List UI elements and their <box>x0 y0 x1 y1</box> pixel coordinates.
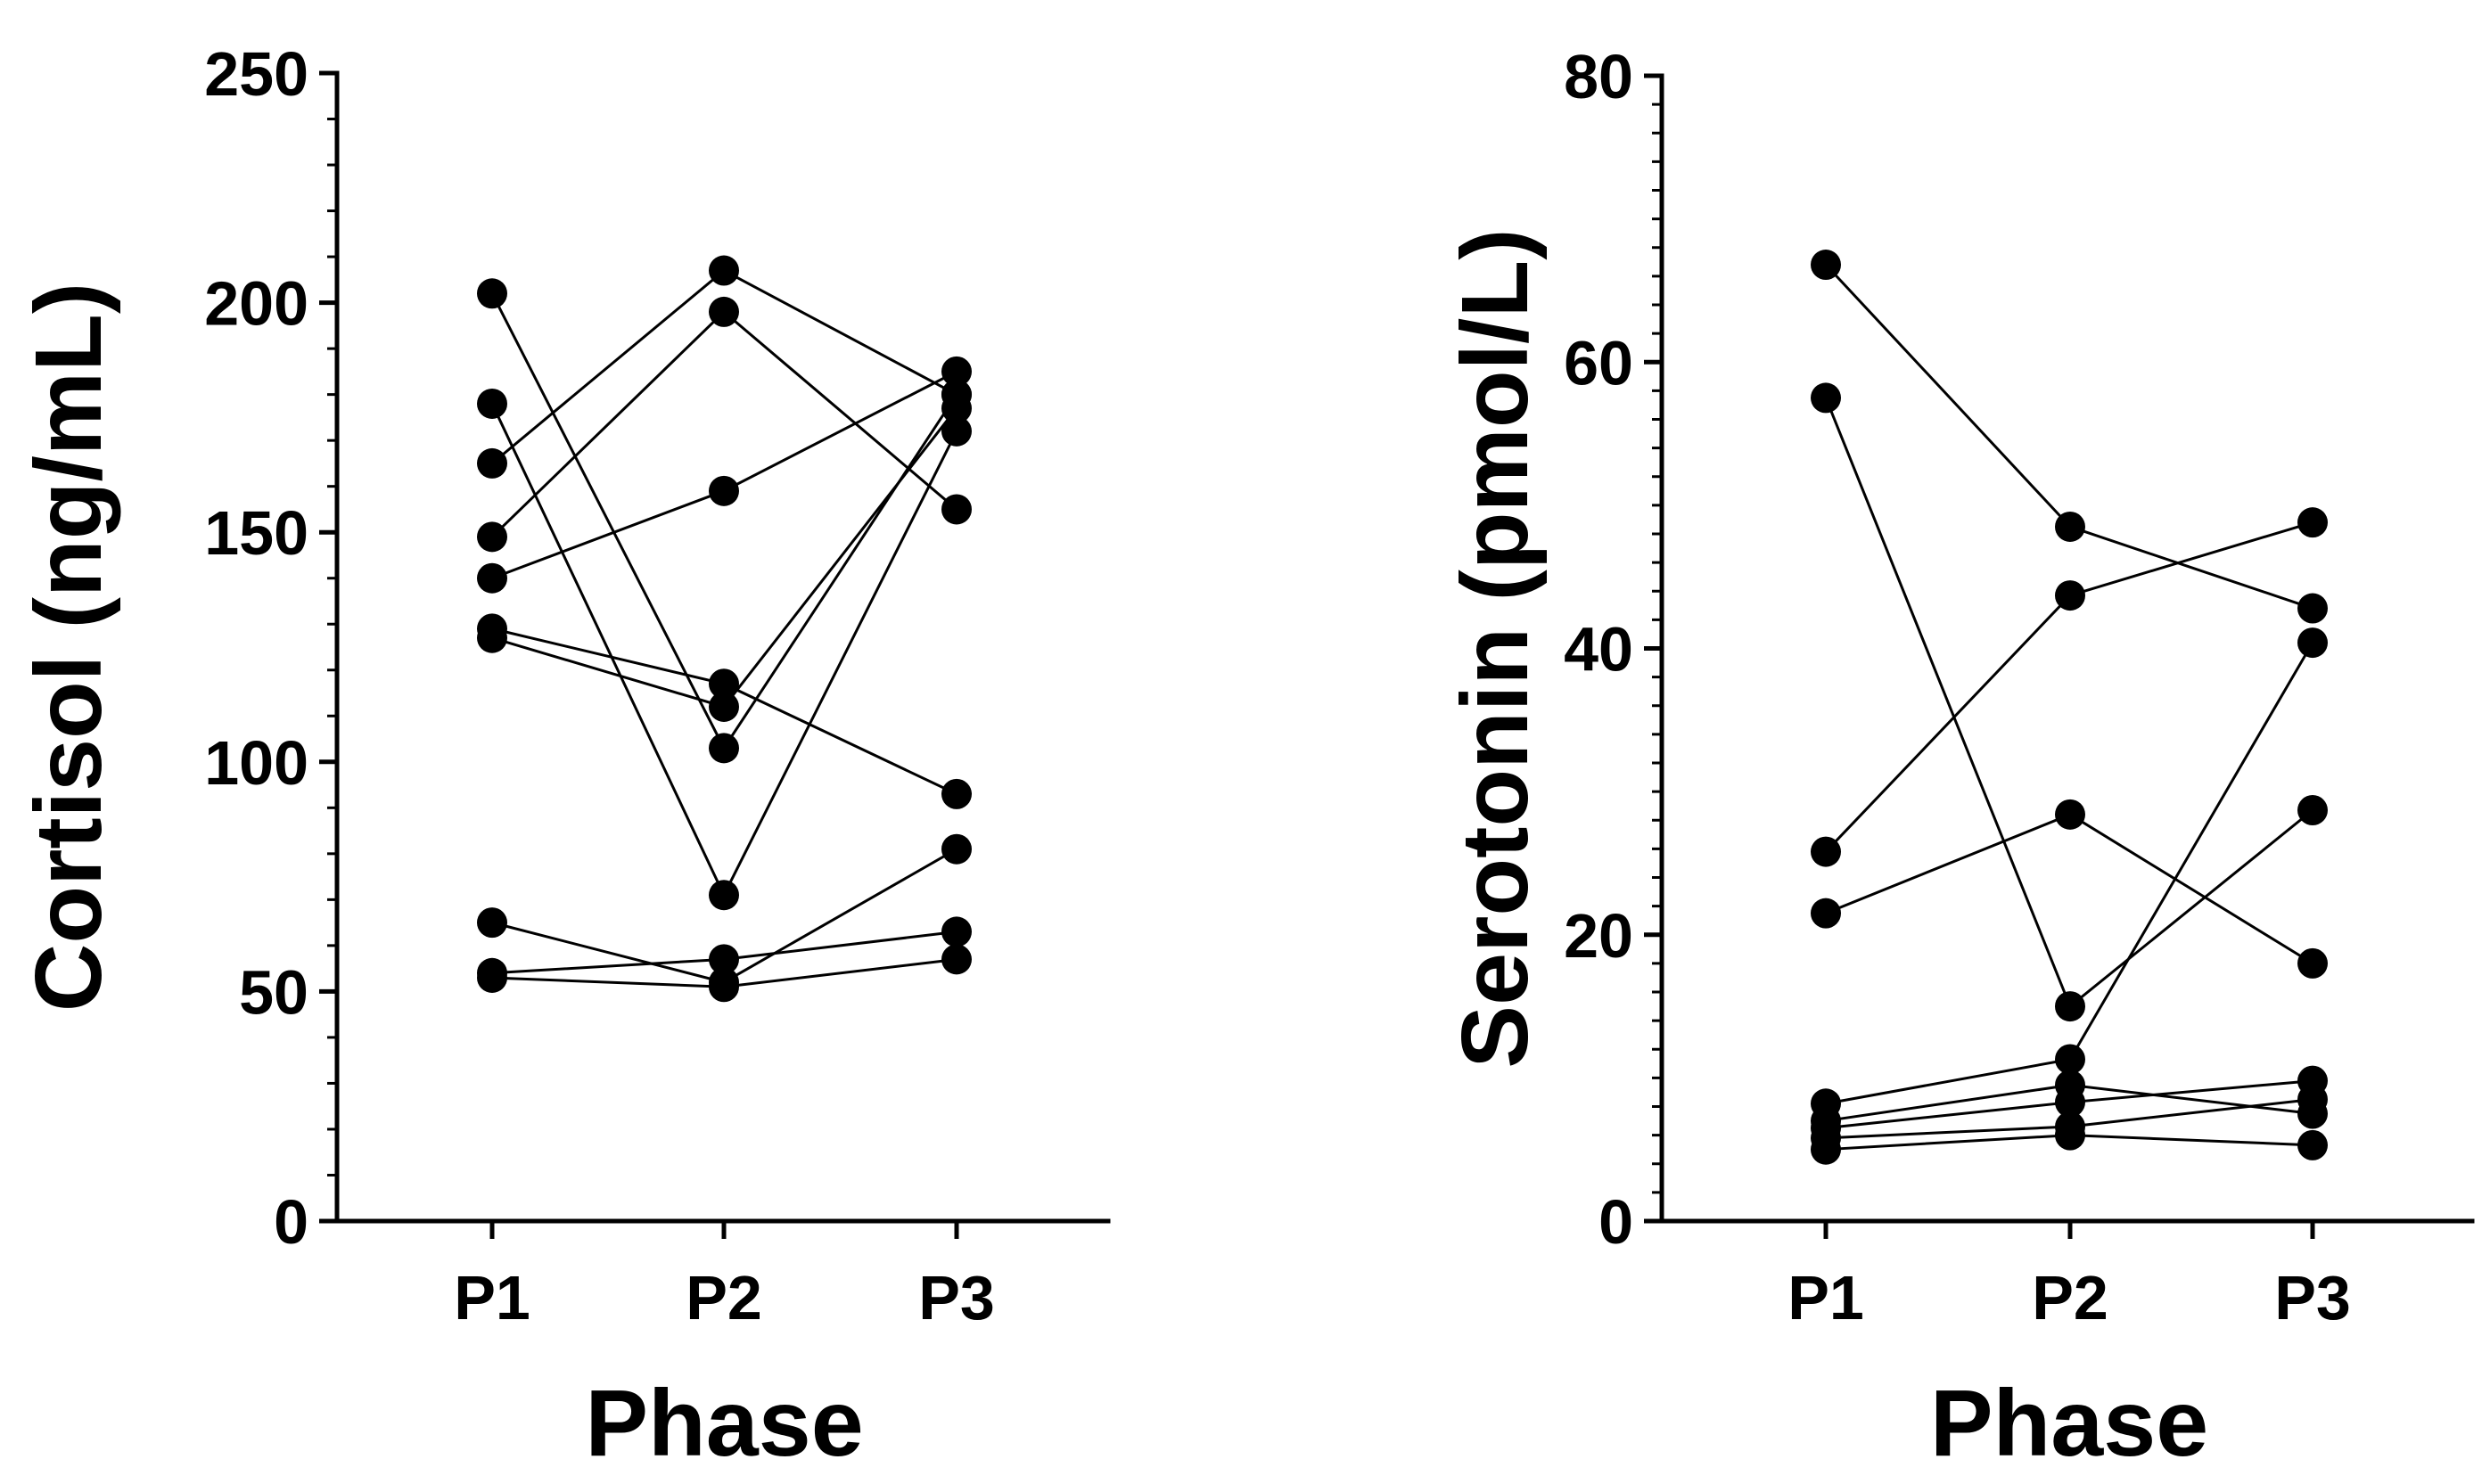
cortisol-subject-7-point-p1 <box>477 622 507 653</box>
serotonin-subject-9-point-p3 <box>2297 1129 2328 1160</box>
cortisol-subject-5-point-p3 <box>941 356 972 387</box>
serotonin-subject-1-line <box>1824 264 2313 610</box>
x-axis-title: Phase <box>585 1371 863 1476</box>
y-tick-label: 40 <box>1564 615 1633 685</box>
serotonin-chart: 0 20 40 60 80 P1 P2 P3 Phase Serotonin (pmol/L) <box>1442 42 2475 1476</box>
serotonin-subject-2-point-p3 <box>2297 795 2328 826</box>
y-tick-label: 0 <box>274 1187 308 1257</box>
y-axis-title: Serotonin (pmol/L) <box>1442 228 1548 1068</box>
x-tick-label-p3: P3 <box>918 1263 995 1332</box>
y-tick-label: 20 <box>1564 901 1633 971</box>
y-tick-label: 50 <box>239 957 308 1027</box>
serotonin-subject-4-line <box>1825 813 2313 965</box>
serotonin-subject-4-point-p3 <box>2297 947 2328 979</box>
y-tick-label: 150 <box>204 498 308 568</box>
cortisol-subject-2-point-p1 <box>477 388 507 419</box>
y-tick-label: 0 <box>1598 1187 1633 1257</box>
serotonin-subject-4-point-p2 <box>2055 799 2085 830</box>
cortisol-subject-4-point-p1 <box>477 521 507 553</box>
x-tick-label-p1: P1 <box>1787 1263 1864 1332</box>
y-tick-label: 250 <box>204 39 308 109</box>
cortisol-chart: 0 50 100 150 200 250 P1 P2 P3 Phase Cortisol (ng/m… <box>16 39 1111 1476</box>
serotonin-subject-2-point-p1 <box>1811 382 1841 414</box>
serotonin-subject-3-point-p2 <box>2055 580 2085 611</box>
cortisol-subject-2-point-p2 <box>709 880 739 911</box>
serotonin-subject-1-point-p1 <box>1811 250 1841 281</box>
x-tick-label-p3: P3 <box>2274 1263 2351 1332</box>
cortisol-subject-7-line <box>491 407 958 709</box>
serotonin-subject-5-point-p2 <box>2055 1044 2085 1075</box>
serotonin-subject-5-line <box>1825 642 2314 1105</box>
serotonin-subject-1-point-p3 <box>2297 593 2328 624</box>
y-tick-label: 100 <box>204 728 308 798</box>
serotonin-subject-9-point-p2 <box>2055 1119 2085 1151</box>
serotonin-subject-8-point-p3 <box>2297 1084 2328 1115</box>
cortisol-subject-4-point-p3 <box>941 494 972 525</box>
cortisol-subject-3-point-p1 <box>477 447 507 479</box>
x-axis-title: Phase <box>1930 1371 2208 1476</box>
cortisol-subject-9-point-p2 <box>709 944 739 975</box>
cortisol-subject-1-point-p1 <box>477 278 507 309</box>
cortisol-subject-5-line <box>491 370 957 580</box>
serotonin-subject-1-point-p2 <box>2055 511 2085 542</box>
serotonin-subject-3-point-p1 <box>1811 836 1841 867</box>
cortisol-subject-1-point-p2 <box>709 733 739 764</box>
cortisol-subject-10-point-p2 <box>709 972 739 1003</box>
x-tick-label-p2: P2 <box>686 1263 762 1332</box>
cortisol-subject-5-point-p2 <box>709 475 739 506</box>
serotonin-subject-2-point-p2 <box>2055 991 2085 1022</box>
serotonin-subject-5-point-p3 <box>2297 627 2328 659</box>
cortisol-subject-8-point-p1 <box>477 907 507 939</box>
cortisol-subject-4-point-p2 <box>709 296 739 327</box>
cortisol-subject-9-point-p3 <box>941 916 972 947</box>
cortisol-subject-7-point-p3 <box>941 393 972 424</box>
serotonin-subject-4-point-p1 <box>1811 898 1841 929</box>
cortisol-subject-6-point-p3 <box>941 778 972 809</box>
serotonin-subject-3-point-p3 <box>2297 507 2328 538</box>
y-axis-title: Cortisol (ng/mL) <box>16 283 121 1012</box>
y-tick-label: 80 <box>1564 42 1633 111</box>
cortisol-subject-2-point-p3 <box>941 415 972 447</box>
x-tick-label-p1: P1 <box>454 1263 530 1332</box>
cortisol-subject-7-point-p2 <box>709 691 739 722</box>
y-tick-label: 60 <box>1564 328 1633 398</box>
cortisol-subject-10-point-p3 <box>941 944 972 975</box>
cortisol-subject-10-point-p1 <box>477 962 507 993</box>
serotonin-subject-7-point-p2 <box>2055 1086 2085 1118</box>
cortisol-subject-5-point-p1 <box>477 562 507 594</box>
cortisol-subject-6-point-p2 <box>709 668 739 700</box>
x-tick-label-p2: P2 <box>2032 1263 2108 1332</box>
serotonin-subject-9-point-p1 <box>1811 1134 1841 1165</box>
y-tick-label: 200 <box>204 269 308 339</box>
cortisol-subject-8-point-p3 <box>941 833 972 865</box>
cortisol-subject-3-point-p2 <box>709 255 739 286</box>
serotonin-subject-2-line <box>1824 397 2313 1009</box>
